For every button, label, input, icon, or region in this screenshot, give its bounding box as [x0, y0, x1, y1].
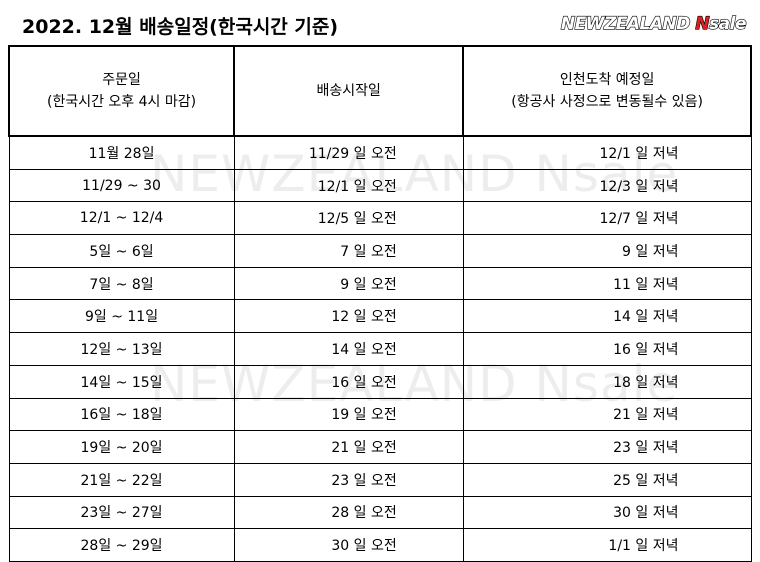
row: 23일 ~ 27일 28 일 오전 30 일 저녁 [8, 495, 752, 530]
header-line: (항공사 사정으로 변동될수 있음) [511, 94, 703, 110]
cell: 12일 ~ 13일 [8, 332, 235, 366]
cell: 12/5 일 오전 [233, 201, 464, 236]
header-line: (한국시간 오후 4시 마감) [46, 94, 197, 110]
column-header: 주문일 (한국시간 오후 4시 마감) [7, 45, 236, 137]
cell: 12/1 일 저녁 [462, 135, 752, 170]
cell: 9일 ~ 11일 [8, 299, 235, 334]
row: 11월 28일 11/29 일 오전 12/1 일 저녁 [8, 135, 752, 170]
cell: 23일 ~ 27일 [8, 495, 235, 530]
row: 5일 ~ 6일 7 일 오전 9 일 저녁 [8, 234, 752, 268]
logo-suffix: sale [708, 13, 747, 34]
column-header: 인천도착 예정일 (항공사 사정으로 변동될수 있음) [462, 45, 752, 137]
cell: 16일 ~ 18일 [8, 397, 235, 432]
logo-accent: N [695, 13, 710, 34]
page: 2022. 12월 배송일정(한국시간 기준) NEWZEALAND Nsale… [7, 13, 752, 562]
row: 7일 ~ 8일 9 일 오전 11 일 저녁 [8, 266, 752, 301]
cell: 9 일 오전 [233, 266, 464, 301]
cell: 18 일 저녁 [462, 364, 752, 399]
logo: NEWZEALAND Nsale [560, 13, 747, 34]
cell: 19일 ~ 20일 [8, 430, 235, 464]
row: 12일 ~ 13일 14 일 오전 16 일 저녁 [8, 332, 752, 366]
cell: 14일 ~ 15일 [8, 364, 235, 399]
cell: 25 일 저녁 [462, 462, 752, 497]
cell: 16 일 저녁 [462, 332, 752, 366]
row: 16일 ~ 18일 19 일 오전 21 일 저녁 [8, 397, 752, 432]
cell: 11월 28일 [8, 135, 235, 170]
cell: 21 일 오전 [233, 430, 464, 464]
header-line: 배송시작일 [316, 83, 381, 99]
logo-text: NEWZEALAND [560, 13, 691, 34]
cell: 23 일 저녁 [462, 430, 752, 464]
cell: 16 일 오전 [233, 364, 464, 399]
cell: 30 일 저녁 [462, 495, 752, 530]
header-line: 인천도착 예정일 [559, 72, 655, 88]
cell: 9 일 저녁 [462, 234, 752, 268]
cell: 5일 ~ 6일 [8, 234, 235, 268]
cell: 12/1 ~ 12/4 [8, 201, 235, 236]
header-line: 주문일 [102, 72, 141, 88]
cell: 14 일 저녁 [462, 299, 752, 334]
cell: 12/3 일 저녁 [462, 168, 752, 203]
row: 9일 ~ 11일 12 일 오전 14 일 저녁 [8, 299, 752, 334]
column-header: 배송시작일 [233, 45, 465, 137]
cell: 11/29 일 오전 [233, 135, 464, 170]
cell: 28일 ~ 29일 [8, 528, 235, 562]
cell: 12 일 오전 [233, 299, 464, 334]
cell: 28 일 오전 [233, 495, 464, 530]
cell: 7일 ~ 8일 [8, 266, 235, 301]
cell: 23 일 오전 [233, 462, 464, 497]
cell: 30 일 오전 [233, 528, 464, 562]
cell: 21 일 저녁 [462, 397, 752, 432]
row: 14일 ~ 15일 16 일 오전 18 일 저녁 [8, 364, 752, 399]
cell: 7 일 오전 [233, 234, 464, 268]
title: 2022. 12월 배송일정(한국시간 기준) [22, 16, 339, 38]
row: 19일 ~ 20일 21 일 오전 23 일 저녁 [8, 430, 752, 464]
row: 11/29 ~ 30 12/1 일 오전 12/3 일 저녁 [8, 168, 752, 203]
cell: 11 일 저녁 [462, 266, 752, 301]
cell: 21일 ~ 22일 [8, 462, 235, 497]
row: 21일 ~ 22일 23 일 오전 25 일 저녁 [8, 462, 752, 497]
cell: 1/1 일 저녁 [462, 528, 752, 562]
row: 12/1 ~ 12/4 12/5 일 오전 12/7 일 저녁 [8, 201, 752, 236]
cell: 14 일 오전 [233, 332, 464, 366]
cell: 12/1 일 오전 [233, 168, 464, 203]
cell: 11/29 ~ 30 [8, 168, 235, 203]
cell: 19 일 오전 [233, 397, 464, 432]
row: 28일 ~ 29일 30 일 오전 1/1 일 저녁 [8, 528, 752, 562]
cell: 12/7 일 저녁 [462, 201, 752, 236]
schedule-table: 주문일 (한국시간 오후 4시 마감) 배송시작일 인천도착 예정일 (항공사 사정으로… [7, 45, 752, 562]
